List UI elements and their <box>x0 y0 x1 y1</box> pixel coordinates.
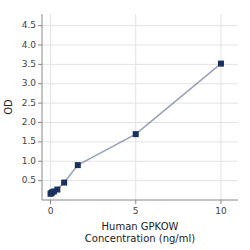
grid-line <box>50 14 51 200</box>
marker <box>54 187 60 193</box>
axes: 0.5 1.0 1.5 2.0 2.5 3.0 3.5 4.0 4.5 0 5 10 <box>22 14 238 216</box>
tick-label: 0 <box>48 206 54 216</box>
line <box>51 64 221 194</box>
tick-label: 3.5 <box>22 59 36 69</box>
grid-line <box>42 103 238 104</box>
grid-line <box>42 122 238 123</box>
tick-label: 1.0 <box>22 156 37 166</box>
tick-mark <box>38 83 42 84</box>
tick-label: 10 <box>215 206 227 216</box>
tick-mark <box>38 180 42 181</box>
grid-line <box>220 14 221 200</box>
chart-container: 0.5 1.0 1.5 2.0 2.5 3.0 3.5 4.0 4.5 0 5 10 Human GPK… <box>0 0 250 250</box>
tick-label: 4.0 <box>22 40 37 50</box>
chart: 0.5 1.0 1.5 2.0 2.5 3.0 3.5 4.0 4.5 0 5 10 Human GPK… <box>0 0 250 250</box>
marker <box>133 131 139 137</box>
tick-mark <box>38 103 42 104</box>
marker <box>75 162 81 168</box>
y-axis-label: OD <box>3 99 14 115</box>
tick-label: 1.5 <box>22 136 36 146</box>
tick-label: 5 <box>133 206 139 216</box>
tick-label: 0.5 <box>22 175 36 185</box>
grid-line <box>42 180 238 181</box>
tick-label: 3.0 <box>22 78 37 88</box>
grid <box>42 14 238 200</box>
marker <box>61 180 67 186</box>
tick-label: 4.5 <box>22 20 36 30</box>
grid-line <box>42 25 238 26</box>
tick-mark <box>38 141 42 142</box>
grid-line <box>42 161 238 162</box>
grid-line <box>42 45 238 46</box>
tick-mark <box>38 161 42 162</box>
tick-mark <box>38 122 42 123</box>
tick-label: 2.5 <box>22 98 36 108</box>
tick-mark <box>50 200 51 204</box>
grid-line <box>135 14 136 200</box>
marker <box>218 61 224 67</box>
tick-mark <box>38 25 42 26</box>
tick-mark <box>38 45 42 46</box>
grid-line <box>42 141 238 142</box>
grid-line <box>42 83 238 84</box>
x-axis-line <box>42 200 238 201</box>
tick-mark <box>38 64 42 65</box>
x-axis-label: Human GPKOWConcentration (ng/ml) <box>85 221 195 244</box>
y-axis-line <box>42 14 43 200</box>
tick-label: 2.0 <box>22 117 37 127</box>
series <box>48 61 224 197</box>
tick-mark <box>135 200 136 204</box>
grid-line <box>42 64 238 65</box>
tick-mark <box>220 200 221 204</box>
